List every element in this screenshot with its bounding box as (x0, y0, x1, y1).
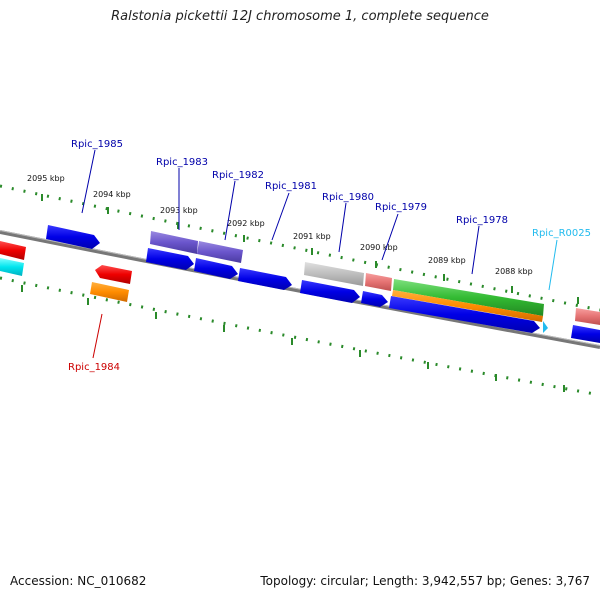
kbp-label-2094: 2094 kbp (93, 190, 131, 199)
gene-label-rpic-1980[interactable]: Rpic_1980 (322, 192, 374, 203)
gene-rpic-1983-box[interactable] (150, 231, 198, 254)
gene-rpic-1984-arrow[interactable] (95, 265, 132, 284)
genome-stats-text: Topology: circular; Length: 3,942,557 bp… (260, 574, 590, 588)
gene-label-rpic-1984[interactable]: Rpic_1984 (68, 362, 120, 373)
gene-rpic-1983-arrow[interactable] (146, 248, 194, 270)
ruler-major-ticks (21, 194, 579, 392)
gene-label-rpic-1983[interactable]: Rpic_1983 (156, 157, 208, 168)
gene-rpic-1978-green-box[interactable] (393, 279, 544, 316)
callout-lines (81, 149, 558, 359)
feature-right-blue-arrow[interactable] (571, 325, 600, 343)
kbp-label-2091: 2091 kbp (293, 232, 331, 241)
feature-gray-box[interactable] (304, 262, 364, 286)
accession-text: Accession: NC_010682 (10, 574, 147, 588)
feature-left-cyan-outer[interactable] (0, 258, 24, 276)
gene-rpic-1985-arrow[interactable] (46, 225, 100, 249)
kbp-label-2095: 2095 kbp (27, 174, 65, 183)
gene-label-rpic-1979[interactable]: Rpic_1979 (375, 202, 427, 213)
chromosome-backbone (0, 230, 600, 349)
kbp-label-2088: 2088 kbp (495, 267, 533, 276)
gene-rpic-1980-arrow[interactable] (300, 280, 360, 303)
gene-rpic-1982-arrow[interactable] (194, 258, 238, 279)
kbp-label-2092: 2092 kbp (227, 219, 265, 228)
feature-pink-box[interactable] (365, 273, 392, 291)
gene-label-rpic-r0025[interactable]: Rpic_R0025 (532, 228, 591, 239)
map-title: Ralstonia pickettii 12J chromosome 1, co… (111, 9, 489, 24)
ruler-track-inner (0, 276, 600, 397)
gene-rpic-1984-orange-box[interactable] (90, 282, 129, 302)
gene-rpic-1978-arrow[interactable] (389, 296, 540, 333)
gene-rpic-1979-arrow[interactable] (361, 291, 388, 307)
gene-rpic-1982-box[interactable] (197, 241, 243, 263)
feature-right-pink-box[interactable] (575, 308, 600, 325)
gene-rpic-r0025-arrow[interactable] (543, 321, 548, 333)
gene-label-rpic-1981[interactable]: Rpic_1981 (265, 181, 317, 192)
kbp-label-2089: 2089 kbp (428, 256, 466, 265)
gene-rpic-1978-orange-box[interactable] (392, 290, 543, 322)
gene-label-rpic-1982[interactable]: Rpic_1982 (212, 170, 264, 181)
gene-rpic-1981-arrow[interactable] (238, 268, 292, 290)
gene-label-rpic-1985[interactable]: Rpic_1985 (71, 139, 123, 150)
feature-left-red-outer[interactable] (0, 241, 26, 260)
gene-label-rpic-1978[interactable]: Rpic_1978 (456, 215, 508, 226)
kbp-label-2090: 2090 kbp (360, 243, 398, 252)
